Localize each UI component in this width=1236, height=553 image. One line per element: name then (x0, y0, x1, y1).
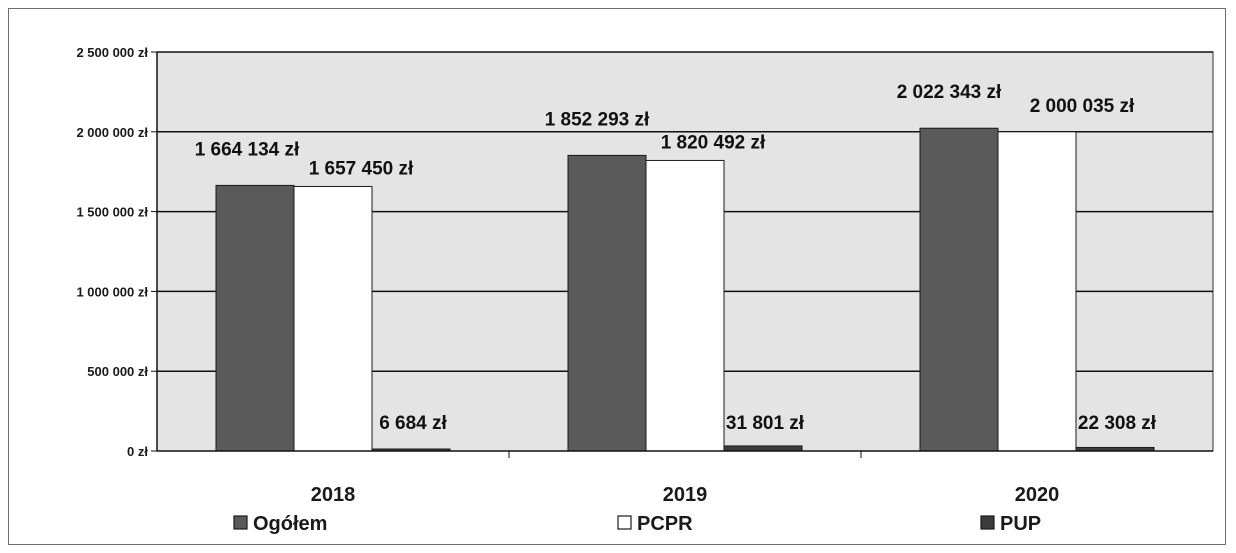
data-label: 2 022 343 zł (897, 82, 1002, 103)
bar-ogółem (215, 184, 295, 452)
x-tick-label: 2018 (311, 484, 356, 506)
x-tick-label: 2019 (663, 484, 708, 506)
legend-swatch-pcpr (617, 515, 632, 530)
bar-chart: 0 zł 500 000 zł 1 000 000 zł 1 500 000 zł 2 … (76, 45, 1214, 535)
bar-pcpr (997, 131, 1077, 452)
bar-ogółem (567, 154, 647, 452)
legend-label-ogółem: Ogółem (253, 513, 327, 535)
y-tick-label: 2 000 000 zł (76, 125, 148, 140)
bar-ogółem (919, 127, 999, 452)
bar-pcpr (293, 185, 373, 452)
data-labels: 1 664 134 zł 1 657 450 zł 6 684 zł 1 852 29… (195, 82, 1157, 434)
legend-label-pcpr: PCPR (637, 513, 693, 535)
data-label: 22 308 zł (1078, 413, 1157, 434)
axes: 0 zł 500 000 zł 1 000 000 zł 1 500 000 zł 2 … (76, 45, 1213, 506)
y-tick-label: 1 000 000 zł (76, 284, 148, 299)
data-label: 1 852 293 zł (545, 109, 650, 130)
legend-swatch-ogółem (233, 515, 248, 530)
data-label: 31 801 zł (726, 413, 805, 434)
legend: Ogółem PCPR PUP (233, 513, 1041, 535)
bar-pcpr (645, 159, 725, 452)
data-label: 1 657 450 zł (309, 158, 414, 179)
y-tick-label: 0 zł (127, 444, 148, 459)
legend-swatch-pup (980, 515, 995, 530)
legend-label-pup: PUP (1000, 513, 1041, 535)
y-tick-label: 500 000 zł (87, 364, 148, 379)
data-label: 1 820 492 zł (661, 132, 766, 153)
bars (215, 127, 1155, 452)
y-tick-label: 2 500 000 zł (76, 45, 148, 60)
chart-frame: 0 zł 500 000 zł 1 000 000 zł 1 500 000 zł 2 … (8, 8, 1226, 545)
data-label: 2 000 035 zł (1030, 96, 1135, 117)
data-label: 6 684 zł (379, 413, 447, 434)
x-tick-label: 2020 (1015, 484, 1060, 506)
bar-pup (723, 445, 803, 452)
y-tick-label: 1 500 000 zł (76, 205, 148, 220)
data-label: 1 664 134 zł (195, 139, 300, 160)
